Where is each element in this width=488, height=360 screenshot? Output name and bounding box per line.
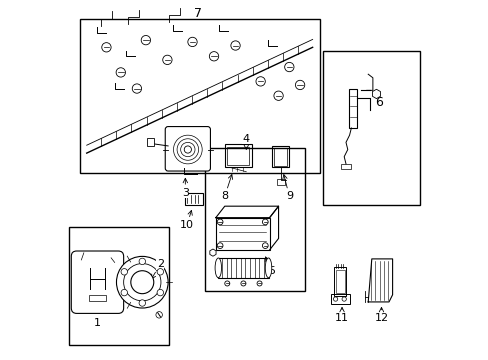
Circle shape [184,146,191,153]
Circle shape [273,91,283,100]
Bar [340,163,351,169]
Circle shape [132,84,142,93]
Bar [69,226,169,345]
Bar [204,148,305,291]
Bar [274,148,286,166]
Circle shape [295,80,304,90]
Bar [272,146,288,167]
Text: 4: 4 [242,134,249,149]
Bar [330,294,349,304]
Circle shape [224,281,229,286]
Circle shape [257,281,262,286]
Circle shape [341,297,346,301]
Bar [185,193,202,205]
Circle shape [123,264,161,301]
Bar [348,89,357,128]
Ellipse shape [265,258,271,278]
Circle shape [156,312,162,318]
Bar [146,138,153,146]
Circle shape [102,42,111,52]
Circle shape [262,219,267,225]
Circle shape [255,77,265,86]
Circle shape [209,51,218,61]
Text: 11: 11 [334,307,348,323]
Bar [335,270,344,293]
Text: 6: 6 [374,96,382,109]
Circle shape [284,62,293,72]
Text: 8: 8 [221,175,232,201]
Text: 7: 7 [193,7,202,20]
Text: 9: 9 [282,175,292,201]
Bar [276,179,284,185]
Text: 1: 1 [94,319,101,328]
FancyBboxPatch shape [165,127,210,171]
Bar [215,218,269,250]
Bar [227,147,249,165]
Circle shape [139,300,145,306]
Bar [218,258,268,278]
Circle shape [230,41,240,50]
Text: 5: 5 [264,257,274,276]
Bar [88,296,106,301]
Circle shape [157,289,163,296]
Circle shape [187,37,197,46]
FancyBboxPatch shape [71,251,123,314]
Bar [80,19,319,173]
Bar [224,144,251,167]
Circle shape [163,55,172,64]
Circle shape [116,68,125,77]
Circle shape [139,258,145,265]
Circle shape [141,36,150,45]
Text: 10: 10 [180,211,194,230]
Bar [323,51,419,205]
Ellipse shape [215,258,221,278]
Circle shape [241,281,245,286]
Bar [333,267,346,296]
Circle shape [121,289,127,296]
Text: 3: 3 [182,178,188,198]
Text: 12: 12 [374,307,388,323]
Circle shape [217,219,223,225]
Circle shape [131,271,153,294]
Circle shape [121,269,127,275]
Circle shape [157,269,163,275]
Circle shape [116,256,168,308]
Text: 2: 2 [151,259,163,279]
Circle shape [217,243,223,248]
Circle shape [333,297,337,301]
Circle shape [262,243,267,248]
